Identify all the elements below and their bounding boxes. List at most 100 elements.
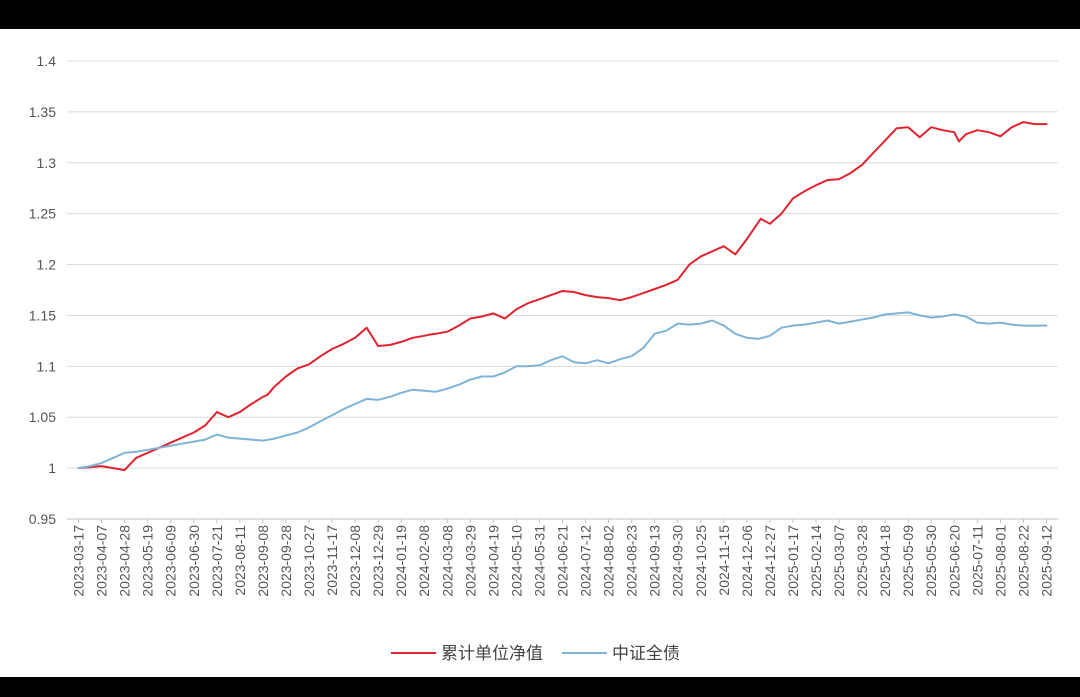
series-1-point: [631, 296, 633, 298]
x-tick-label: 2025-02-14: [808, 525, 824, 597]
series-1-point: [266, 394, 269, 396]
series-1-point: [976, 129, 978, 131]
series-2-point: [331, 414, 333, 416]
series-2-point: [711, 319, 713, 322]
series-2-point: [1011, 324, 1013, 326]
series-2-point: [665, 330, 667, 332]
x-tick-label: 2023-04-28: [117, 525, 133, 597]
series-2-point: [815, 322, 817, 324]
series-1-point: [688, 264, 690, 266]
series-1-point: [343, 343, 345, 345]
series-1-point: [481, 315, 483, 318]
series-2-point: [757, 338, 760, 340]
series-2-point: [158, 447, 160, 449]
series-1-point: [412, 337, 414, 339]
series-2-point: [976, 322, 978, 324]
x-tick-label: 2024-05-10: [508, 525, 524, 597]
series-1-point: [769, 223, 771, 225]
series-2-point: [538, 364, 541, 366]
series-1-point: [850, 172, 852, 174]
series-1-point: [550, 294, 552, 296]
series-1-point: [838, 178, 840, 180]
series-2-point: [435, 391, 437, 393]
series-2-point: [596, 359, 598, 361]
series-1-point: [538, 298, 541, 300]
series-1-point: [608, 297, 610, 299]
x-tick-label: 2023-06-30: [186, 525, 202, 597]
x-tick-label: 2023-05-19: [140, 525, 156, 597]
series-2-point: [216, 433, 218, 436]
series-1-point: [665, 284, 667, 286]
series-2-point: [919, 314, 921, 316]
series-1-point: [677, 279, 679, 281]
series-1-point: [780, 213, 783, 215]
series-1-point: [873, 152, 875, 154]
series-2-point: [561, 355, 564, 357]
series-2-point: [89, 465, 91, 467]
x-tick-label: 2024-03-08: [439, 525, 455, 597]
series-2-point: [389, 396, 391, 398]
series-1-point: [112, 467, 114, 469]
series-1-point: [181, 437, 183, 439]
series-2-point: [677, 323, 679, 325]
series-1-point: [584, 294, 587, 296]
series-1-point: [988, 131, 990, 133]
x-tick-label: 2025-04-18: [877, 525, 893, 597]
series-1-point: [331, 348, 333, 350]
series-2-point: [377, 399, 379, 401]
series-1-point: [354, 337, 356, 339]
series-line-1: [77, 121, 1048, 472]
series-2-point: [746, 337, 748, 339]
x-tick-label: 2024-08-02: [601, 525, 617, 597]
series-2-point: [688, 324, 690, 326]
x-tick-label: 2024-04-19: [485, 525, 501, 597]
series-2-point: [780, 327, 783, 329]
series-2-point: [481, 375, 483, 378]
legend: 累计单位净值 中证全债: [391, 644, 680, 664]
series-2-point: [527, 365, 529, 367]
series-2-point: [101, 462, 103, 464]
series-2-point: [354, 403, 356, 405]
series-2-point: [193, 441, 195, 443]
series-2-point: [642, 347, 644, 349]
y-tick-label: 1.15: [29, 307, 56, 323]
series-1-point: [469, 317, 471, 320]
series-1-point: [958, 140, 960, 142]
series-1-point: [1034, 123, 1036, 125]
series-1-point: [803, 190, 806, 192]
series-2-point: [988, 323, 990, 325]
series-2-point: [262, 440, 264, 442]
series-1-point: [147, 452, 149, 454]
series-1-point: [262, 396, 264, 398]
series-1-point: [319, 355, 322, 357]
x-tick-label: 2024-11-15: [716, 525, 732, 596]
series-1-point: [999, 135, 1002, 137]
y-tick-label: 1.1: [37, 358, 57, 374]
series-2-point: [458, 384, 460, 386]
x-tick-label: 2025-08-22: [1015, 525, 1031, 597]
series-2-point: [734, 333, 736, 335]
series-2-point: [826, 319, 829, 322]
x-tick-label: 2024-05-31: [531, 525, 547, 597]
series-1-point: [435, 333, 437, 335]
series-1-point: [1022, 121, 1024, 123]
series-2-point: [838, 323, 840, 325]
series-2-point: [343, 408, 345, 410]
series-2-point: [999, 322, 1002, 324]
x-tick-label: 2024-08-23: [624, 525, 640, 597]
series-1-point: [366, 327, 368, 329]
x-tick-label: 2025-07-11: [969, 525, 985, 596]
y-tick-label: 1: [48, 460, 56, 476]
series-1-point: [907, 126, 909, 128]
series-2-point: [469, 379, 471, 381]
series-1-point: [296, 367, 299, 369]
series-2-point: [930, 316, 932, 319]
series-1-point: [792, 197, 794, 199]
x-tick-label: 2023-03-17: [71, 525, 87, 597]
y-tick-label: 1.35: [29, 104, 56, 120]
x-tick-label: 2024-03-29: [462, 525, 478, 597]
x-tick-label: 2023-12-08: [347, 525, 363, 597]
series-2-point: [124, 452, 126, 454]
series-2-point: [504, 371, 506, 373]
series-2-point: [654, 333, 656, 335]
